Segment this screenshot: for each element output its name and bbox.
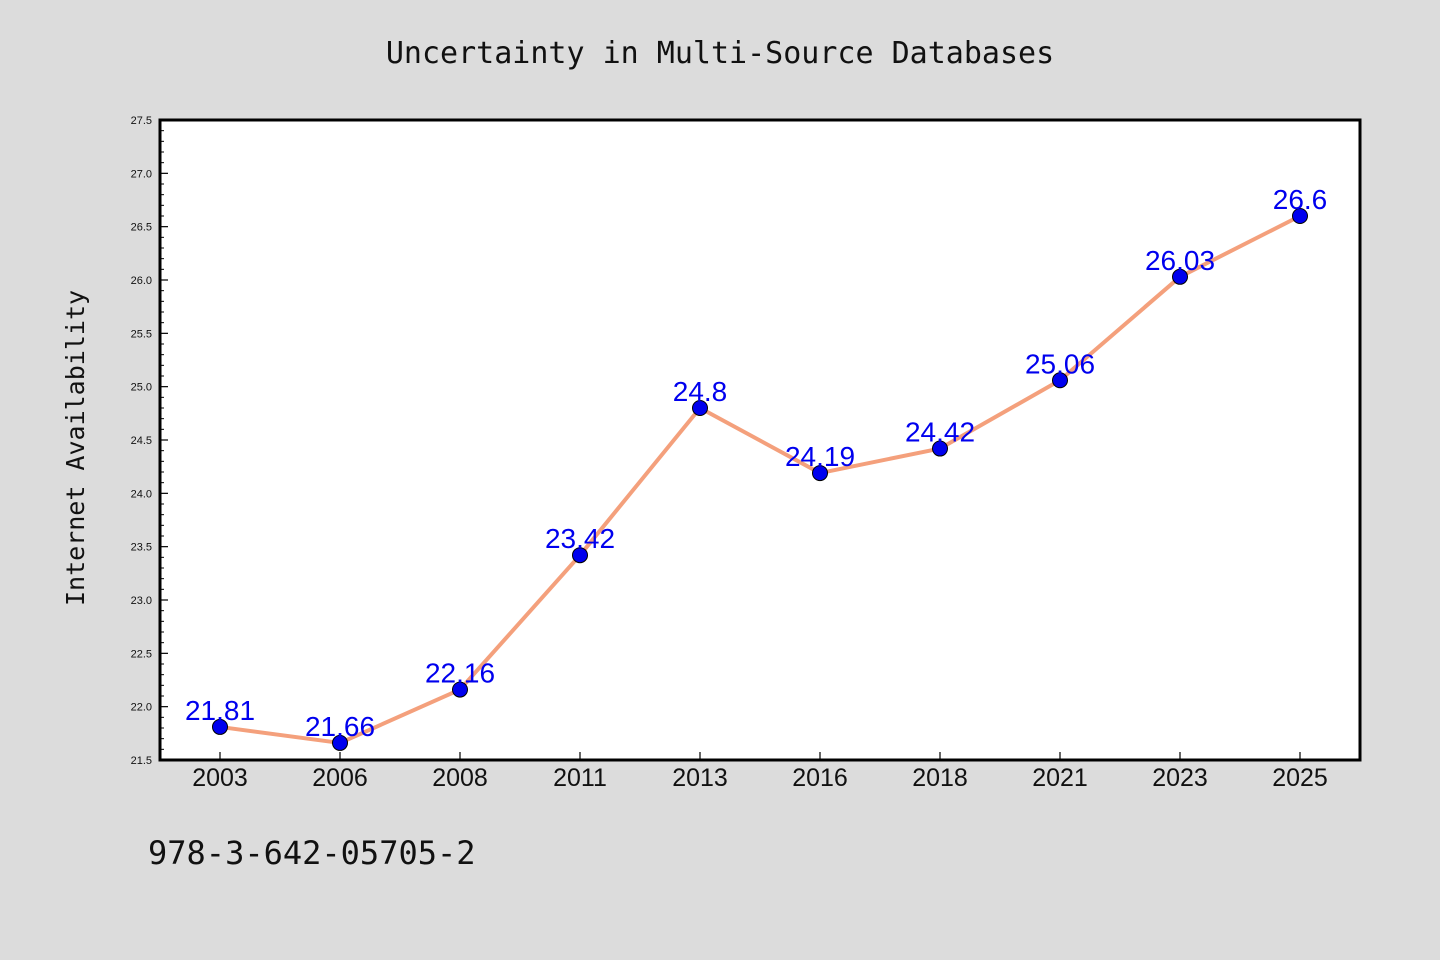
x-tick-label: 2025 <box>1272 764 1328 792</box>
x-tick-label: 2008 <box>432 764 488 792</box>
data-label: 26.6 <box>1273 184 1328 215</box>
series-group <box>212 208 1308 751</box>
y-tick-label: 23.0 <box>131 595 152 607</box>
y-tick-label: 22.5 <box>131 648 152 660</box>
data-point <box>692 400 708 416</box>
x-tick-label: 2011 <box>553 764 607 792</box>
x-tick-label: 2021 <box>1032 764 1088 792</box>
data-labels: 21.81 21.66 22.16 23.42 24.8 24.19 24.42 25.06 2… <box>185 184 1327 742</box>
chart-title: Uncertainty in Multi-Source Databases <box>386 36 1054 71</box>
data-label: 24.8 <box>673 376 728 407</box>
y-axis-ticks: 21.5 22.0 22.5 23.0 23.5 24.0 24.5 25.0 25.5 26.0… <box>131 115 168 767</box>
x-tick-label: 2013 <box>672 764 728 792</box>
y-tick-label: 27.5 <box>131 115 152 127</box>
data-point <box>1292 208 1308 224</box>
data-label: 24.42 <box>905 417 975 448</box>
data-point <box>212 718 228 735</box>
x-tick-label: 2016 <box>792 764 848 792</box>
footer-identifier: 978-3-642-05705-2 <box>148 834 476 872</box>
y-tick-label: 26.0 <box>131 275 152 287</box>
y-tick-label: 25.0 <box>131 382 152 394</box>
series-line <box>219 214 1301 745</box>
y-tick-label: 23.5 <box>131 542 152 554</box>
y-tick-label: 21.5 <box>131 755 152 767</box>
y-tick-label: 27.0 <box>131 168 152 180</box>
data-label: 23.42 <box>545 523 615 554</box>
data-point <box>332 734 348 751</box>
data-label: 24.19 <box>785 441 855 472</box>
data-point <box>452 681 468 698</box>
y-axis-label: Internet Availability <box>61 290 90 606</box>
x-tick-label: 2003 <box>192 764 248 792</box>
data-point <box>1052 372 1068 389</box>
data-label: 21.81 <box>185 695 255 726</box>
x-axis-ticks: 2003 2006 2008 2011 2013 2016 2018 2021 2023 2025 <box>192 752 1328 792</box>
data-point <box>812 465 828 482</box>
y-tick-label: 24.5 <box>131 435 152 447</box>
x-tick-label: 2018 <box>912 764 968 792</box>
data-label: 26.03 <box>1145 245 1215 276</box>
y-tick-label: 26.5 <box>131 222 152 234</box>
y-tick-label: 22.0 <box>131 702 152 714</box>
x-tick-label: 2023 <box>1152 764 1208 792</box>
data-point <box>1172 268 1188 285</box>
data-point <box>932 440 948 457</box>
data-label: 25.06 <box>1025 348 1095 379</box>
data-label: 22.16 <box>425 658 495 689</box>
data-point <box>572 547 588 564</box>
y-tick-label: 25.5 <box>131 328 152 340</box>
data-label: 21.66 <box>305 711 375 742</box>
y-tick-label: 24.0 <box>131 488 152 500</box>
x-tick-label: 2006 <box>312 764 368 792</box>
